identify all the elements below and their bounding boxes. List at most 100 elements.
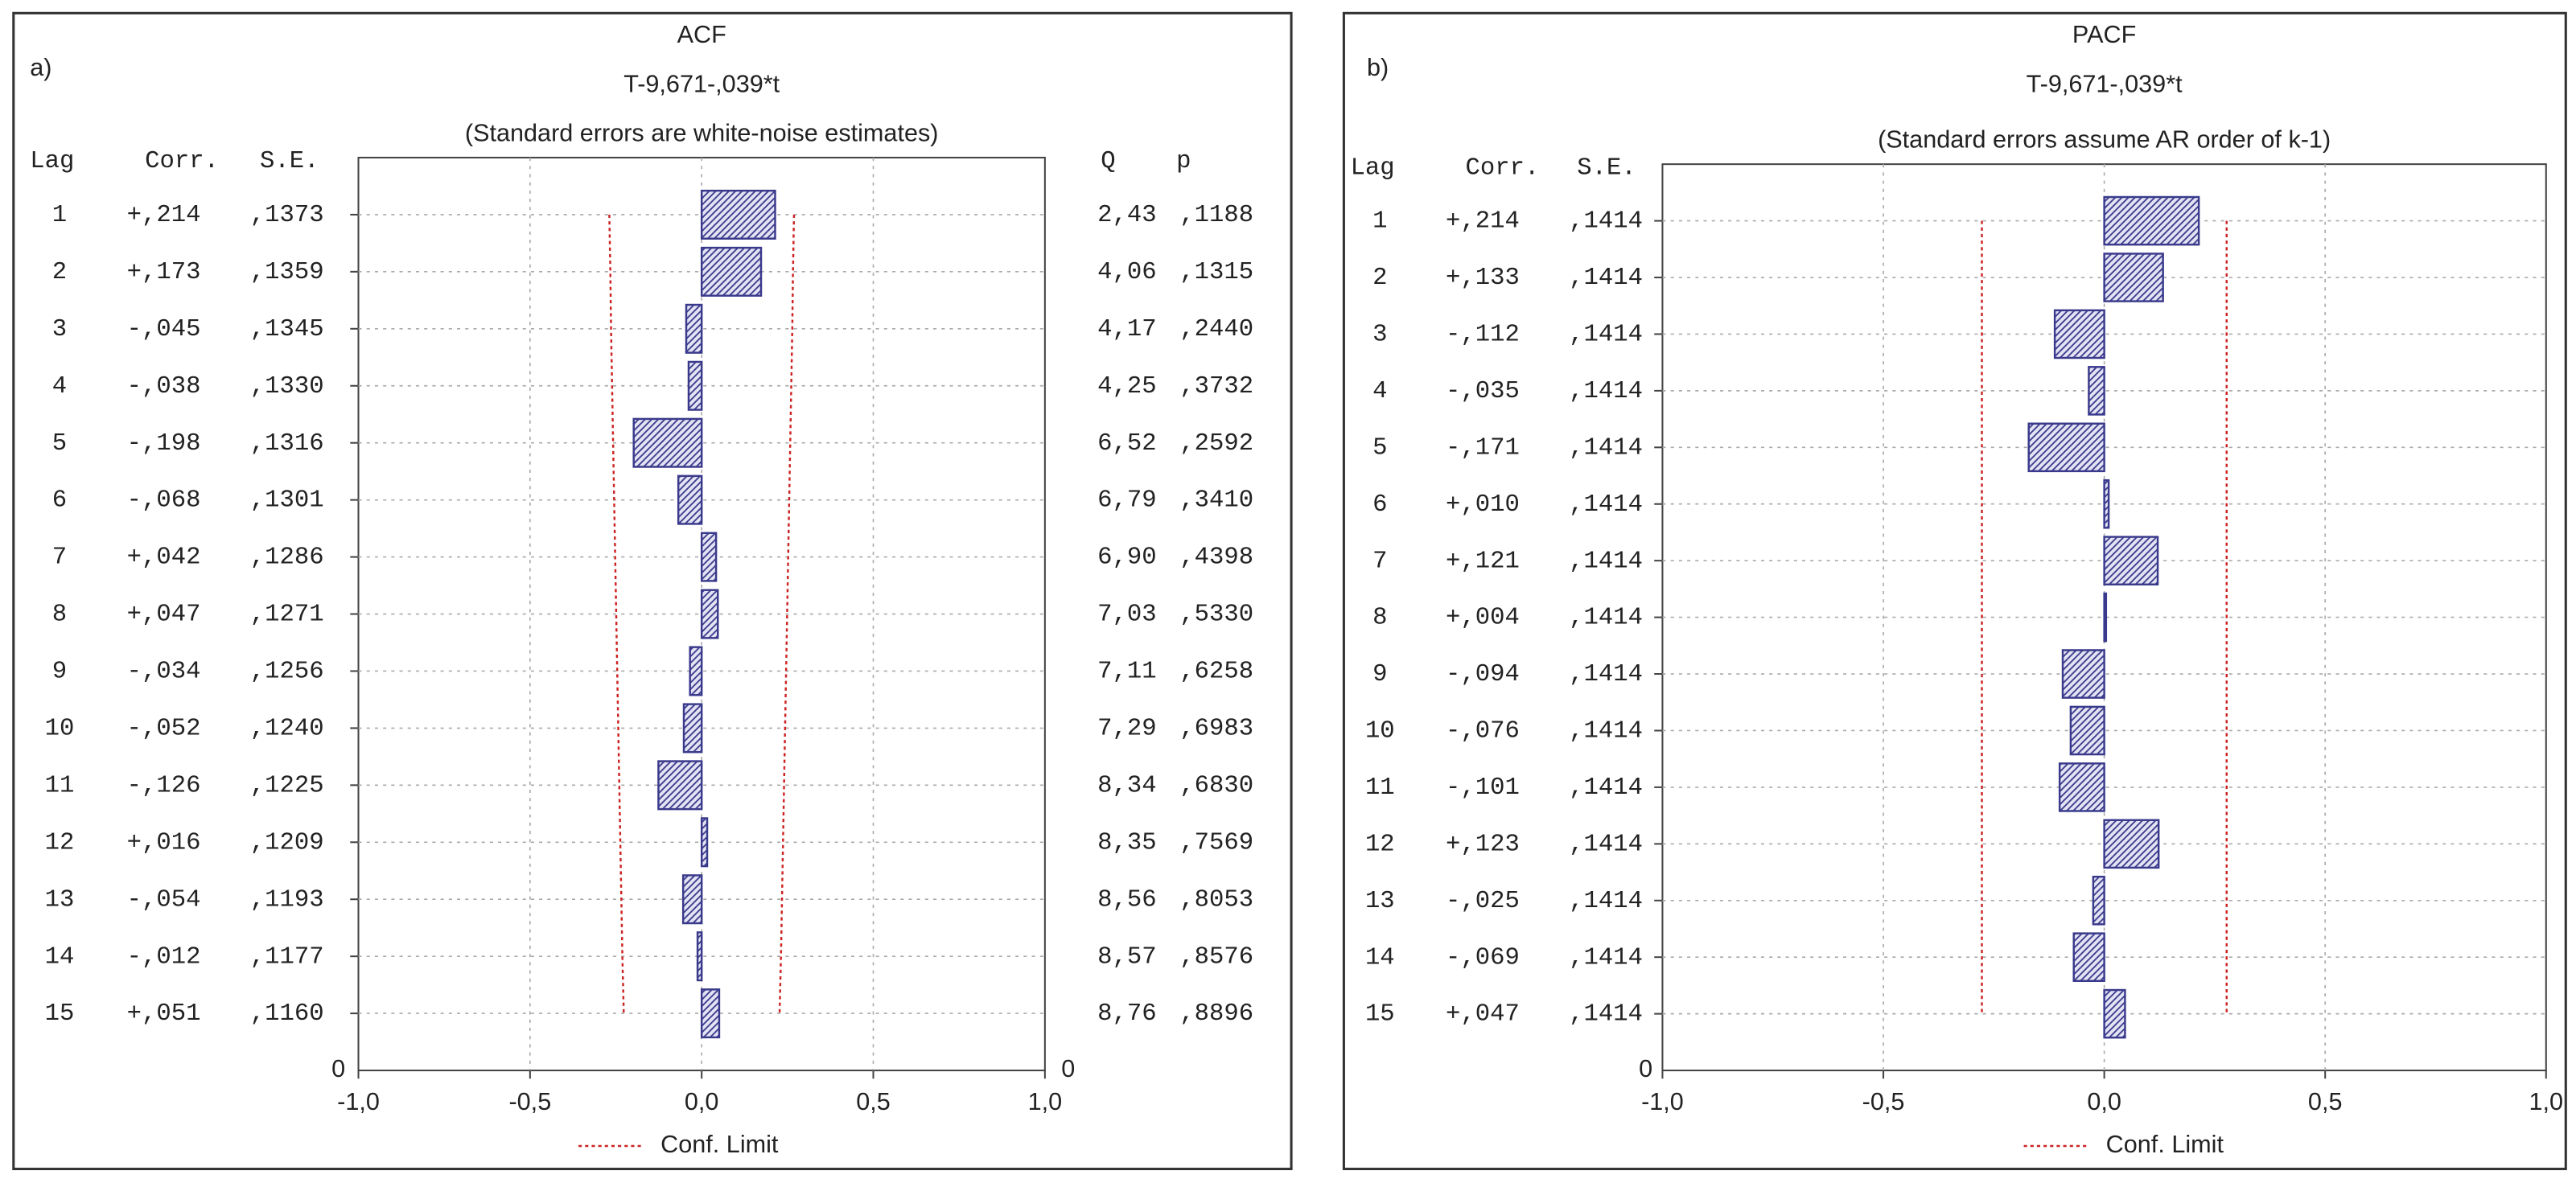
lag-label: 10 <box>45 715 75 742</box>
lag-label: 1 <box>1372 208 1387 236</box>
lag-label: 11 <box>45 772 75 799</box>
lag-label: 3 <box>52 316 67 343</box>
q-label: 6,90 <box>1097 544 1156 572</box>
se-label: ,1414 <box>1569 1001 1643 1029</box>
p-label: ,4398 <box>1179 544 1253 572</box>
x-tick-label: 1,0 <box>1028 1088 1063 1115</box>
se-label: ,1414 <box>1569 661 1643 688</box>
se-label: ,1330 <box>250 373 324 400</box>
lag-label: 14 <box>45 943 75 971</box>
bar <box>657 760 703 811</box>
q-label: 7,03 <box>1097 602 1156 629</box>
lag-label: 15 <box>1365 1001 1395 1029</box>
corr-label: -,035 <box>1446 378 1520 405</box>
se-label: ,1373 <box>250 202 324 229</box>
chart-note: (Standard errors are white-noise estimat… <box>465 119 939 146</box>
q-label: 2,43 <box>1097 202 1156 229</box>
corr-label: +,042 <box>127 544 201 572</box>
lag-label: 5 <box>52 430 67 458</box>
p-label: ,2592 <box>1179 430 1253 458</box>
corr-label: -,045 <box>127 316 201 343</box>
bar <box>700 988 721 1039</box>
chart-note: (Standard errors assume AR order of k-1) <box>1878 126 2331 154</box>
se-label: ,1316 <box>250 430 324 458</box>
se-label: ,1209 <box>250 829 324 856</box>
lag-label: 12 <box>45 829 75 856</box>
corr-label: -,012 <box>127 943 201 971</box>
bar <box>2053 309 2105 359</box>
x-tick-label: 0,0 <box>685 1088 719 1115</box>
q-label: 4,17 <box>1097 316 1156 343</box>
q-label: 6,79 <box>1097 487 1156 515</box>
lag-label: 1 <box>52 202 67 229</box>
corr-label: -,198 <box>127 430 201 458</box>
se-label: ,1301 <box>250 487 324 515</box>
se-label: ,1414 <box>1569 718 1643 745</box>
se-label: ,1414 <box>1569 774 1643 802</box>
corr-label: +,214 <box>127 202 201 229</box>
column-header: S.E. <box>260 148 319 175</box>
bar <box>632 417 703 468</box>
bar <box>2103 478 2110 529</box>
bar <box>700 589 719 639</box>
y-axis-label: 0 <box>1061 1055 1075 1082</box>
corr-label: +,004 <box>1446 605 1520 632</box>
q-label: 8,34 <box>1097 772 1156 799</box>
lag-label: 12 <box>1365 831 1395 858</box>
p-label: ,6830 <box>1179 772 1253 799</box>
corr-label: +,047 <box>1446 1001 1520 1029</box>
corr-label: -,101 <box>1446 774 1520 802</box>
lag-label: 9 <box>52 659 67 686</box>
se-label: ,1225 <box>250 772 324 799</box>
panel-label: a) <box>30 54 51 81</box>
bar <box>700 532 718 582</box>
chart-subtitle: T-9,671-,039*t <box>2027 70 2183 97</box>
corr-label: -,038 <box>127 373 201 400</box>
lag-label: 7 <box>1372 548 1387 575</box>
corr-label: +,016 <box>127 829 201 856</box>
corr-label: +,051 <box>127 1000 201 1028</box>
x-tick-label: 0,5 <box>2308 1088 2343 1115</box>
p-label: ,8576 <box>1179 943 1253 971</box>
corr-label: -,052 <box>127 715 201 742</box>
conf-limit-line <box>608 214 625 1014</box>
se-label: ,1414 <box>1569 265 1643 292</box>
panel-label: b) <box>1367 54 1389 81</box>
q-label: 4,06 <box>1097 259 1156 286</box>
q-label: 4,25 <box>1097 373 1156 400</box>
se-label: ,1256 <box>250 659 324 686</box>
se-label: ,1414 <box>1569 605 1643 632</box>
corr-label: -,054 <box>127 886 201 914</box>
p-label: ,1315 <box>1179 259 1253 286</box>
chart-title: PACF <box>2072 21 2136 48</box>
x-tick-label: 1,0 <box>2529 1088 2564 1115</box>
lag-label: 2 <box>1372 265 1387 292</box>
p-label: ,5330 <box>1179 602 1253 629</box>
p-label: ,8896 <box>1179 1000 1253 1028</box>
bar <box>2061 649 2105 699</box>
q-label: 8,56 <box>1097 886 1156 914</box>
chart-subtitle: T-9,671-,039*t <box>623 70 780 97</box>
corr-label: -,094 <box>1446 661 1520 688</box>
legend-label: Conf. Limit <box>2106 1131 2224 1158</box>
p-label: ,1188 <box>1179 202 1253 229</box>
bar <box>2103 253 2164 302</box>
p-label: ,6258 <box>1179 659 1253 686</box>
x-tick-label: -1,0 <box>1641 1088 1684 1115</box>
lag-label: 2 <box>52 259 67 286</box>
bar <box>2088 366 2105 416</box>
p-label: ,7569 <box>1179 829 1253 856</box>
se-label: ,1414 <box>1569 378 1643 405</box>
y-axis-label: 0 <box>1639 1055 1652 1082</box>
column-header: p <box>1176 148 1191 175</box>
se-label: ,1240 <box>250 715 324 742</box>
lag-label: 10 <box>1365 718 1395 745</box>
lag-label: 5 <box>1372 434 1387 462</box>
bar <box>681 874 703 925</box>
corr-label: -,126 <box>127 772 201 799</box>
corr-label: +,133 <box>1446 265 1520 292</box>
corr-label: +,123 <box>1446 831 1520 858</box>
q-label: 7,11 <box>1097 659 1156 686</box>
bar <box>696 931 703 982</box>
